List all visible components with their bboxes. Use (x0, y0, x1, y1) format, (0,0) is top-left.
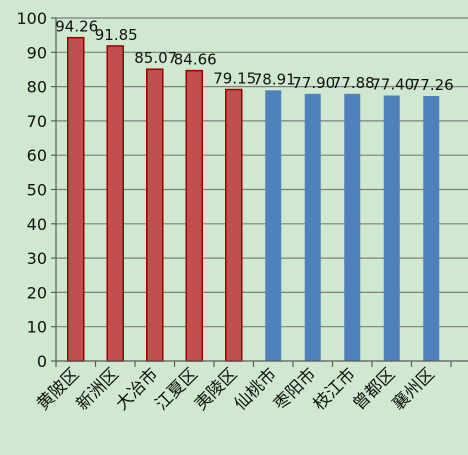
y-tick-label-0: 0 (37, 352, 47, 371)
x-tick-label-7: 枝江市 (310, 364, 360, 414)
y-tick-label-100: 100 (16, 9, 47, 28)
x-tick-label-6: 枣阳市 (270, 364, 320, 414)
bar-4 (225, 88, 243, 362)
x-tick-label-4: 夷陵区 (191, 364, 241, 414)
data-label-4: 79.15 (213, 70, 256, 88)
data-label-6: 77.90 (292, 74, 335, 92)
y-tick-label-90: 90 (27, 43, 47, 62)
data-label-0: 94.26 (55, 18, 98, 36)
y-tick-label-10: 10 (27, 318, 47, 337)
axes (51, 17, 468, 367)
y-tick-label-70: 70 (27, 112, 47, 131)
bar-1 (106, 45, 124, 362)
x-tick-label-3: 江夏区 (152, 364, 202, 414)
data-label-3: 84.66 (174, 51, 217, 69)
bars (67, 36, 440, 362)
bar-5 (265, 90, 282, 362)
y-tick-label-40: 40 (27, 215, 47, 234)
x-tick-label-8: 曾都区 (349, 364, 399, 414)
data-label-7: 77.88 (332, 74, 375, 92)
data-label-1: 91.85 (95, 26, 138, 44)
data-label-5: 78.91 (253, 70, 296, 88)
x-tick-label-9: 襄州区 (388, 364, 439, 415)
bar-6 (304, 93, 321, 361)
y-tick-label-50: 50 (27, 181, 47, 200)
grid-lines (56, 17, 468, 328)
bar-3 (185, 69, 203, 362)
data-label-8: 77.40 (371, 76, 414, 94)
y-tick-label-30: 30 (27, 249, 47, 268)
bar-7 (344, 93, 361, 362)
data-label-2: 85.07 (134, 49, 177, 67)
y-tick-label-80: 80 (27, 78, 47, 97)
bar-9 (423, 95, 440, 361)
x-tick-label-1: 新洲区 (73, 364, 123, 414)
y-tick-label-20: 20 (27, 283, 47, 302)
x-tick-label-5: 仙桃市 (231, 364, 281, 414)
bar-8 (383, 95, 400, 361)
bar-2 (146, 68, 164, 362)
bar-0 (67, 36, 85, 362)
x-tick-label-2: 大冶市 (112, 364, 162, 414)
x-tick-label-0: 黄陂区 (33, 364, 83, 414)
data-label-9: 77.26 (411, 76, 454, 94)
y-tick-label-60: 60 (27, 146, 47, 165)
